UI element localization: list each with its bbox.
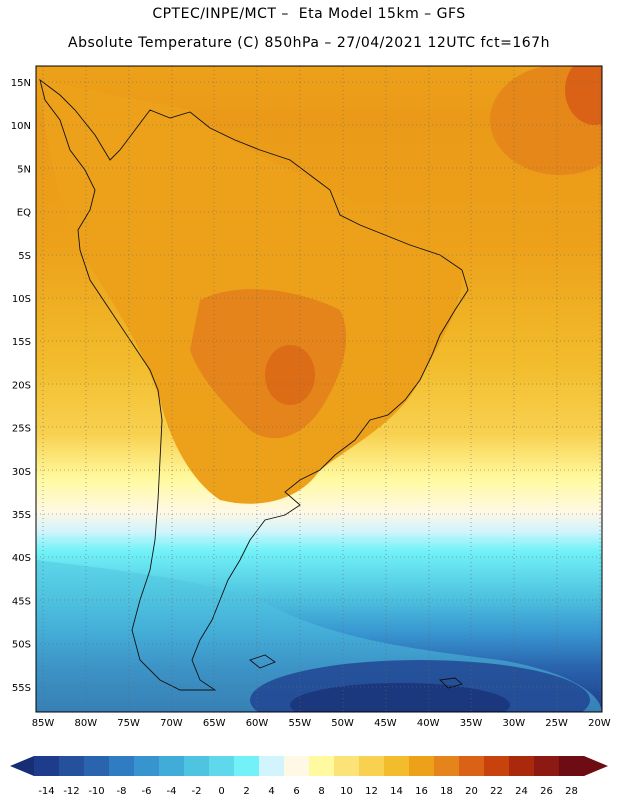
lat-label: 10S bbox=[12, 294, 31, 305]
colorbar-cell bbox=[134, 756, 160, 776]
map-title-line1: CPTEC/INPE/MCT – Eta Model 15km – GFS bbox=[152, 6, 466, 22]
colorbar-label: 26 bbox=[540, 786, 553, 797]
colorbar-label: -14 bbox=[38, 786, 54, 797]
colorbar-cell bbox=[284, 756, 310, 776]
colorbar-cell bbox=[434, 756, 460, 776]
lat-label: 15S bbox=[12, 337, 31, 348]
colorbar-cell bbox=[234, 756, 260, 776]
lat-label: EQ bbox=[17, 208, 31, 219]
lat-label: 50S bbox=[12, 640, 31, 651]
colorbar-low-arrow bbox=[10, 756, 34, 776]
colorbar-high-arrow bbox=[584, 756, 608, 776]
colorbar-cell bbox=[509, 756, 535, 776]
colorbar-cell bbox=[309, 756, 335, 776]
lat-label: 5S bbox=[18, 251, 31, 262]
latitude-axis: 15N 10N 5N EQ 5S 10S 15S 20S 25S 30S 35S 40S 45S 50S 5… bbox=[11, 78, 31, 694]
colorbar-label: 10 bbox=[340, 786, 353, 797]
lat-label: 20S bbox=[12, 380, 31, 391]
interior-hotspot bbox=[265, 345, 315, 405]
colorbar-label: 12 bbox=[365, 786, 378, 797]
colorbar-label: 2 bbox=[243, 786, 249, 797]
lon-label: 60W bbox=[246, 718, 269, 729]
colorbar-label: -10 bbox=[88, 786, 104, 797]
colorbar-cell bbox=[359, 756, 385, 776]
colorbar-label: 22 bbox=[490, 786, 503, 797]
lon-label: 20W bbox=[588, 718, 611, 729]
colorbar-label: -8 bbox=[117, 786, 127, 797]
colorbar-label: 20 bbox=[465, 786, 478, 797]
colorbar-label: -6 bbox=[142, 786, 152, 797]
colorbar-label: 18 bbox=[440, 786, 453, 797]
colorbar-cell bbox=[159, 756, 185, 776]
colorbar-label: -4 bbox=[167, 786, 177, 797]
lon-label: 50W bbox=[331, 718, 354, 729]
lon-label: 80W bbox=[74, 718, 97, 729]
lat-label: 55S bbox=[12, 683, 31, 694]
lat-label: 15N bbox=[11, 78, 31, 89]
colorbar-cell bbox=[259, 756, 285, 776]
lat-label: 35S bbox=[12, 510, 31, 521]
lon-label: 85W bbox=[32, 718, 55, 729]
lat-label: 10N bbox=[11, 121, 31, 132]
lat-label: 45S bbox=[12, 596, 31, 607]
colorbar-cell bbox=[184, 756, 210, 776]
map-frame bbox=[35, 65, 603, 713]
colorbar-cell bbox=[334, 756, 360, 776]
colorbar-cell bbox=[34, 756, 60, 776]
colorbar-cell bbox=[384, 756, 410, 776]
lon-label: 30W bbox=[502, 718, 525, 729]
map-title-line2: Absolute Temperature (C) 850hPa – 27/04/… bbox=[68, 35, 550, 51]
lon-label: 35W bbox=[460, 718, 483, 729]
hot-zone-northeast bbox=[565, 66, 602, 125]
colorbar-label: 4 bbox=[268, 786, 274, 797]
colorbar-label: 24 bbox=[515, 786, 528, 797]
colorbar-label: 14 bbox=[390, 786, 403, 797]
lon-label: 70W bbox=[160, 718, 183, 729]
colorbar-cell bbox=[109, 756, 135, 776]
colorbar-label: -12 bbox=[63, 786, 79, 797]
colorbar-cell bbox=[484, 756, 510, 776]
colorbar-cell bbox=[409, 756, 435, 776]
coastlines bbox=[39, 78, 469, 691]
colorbar-cell bbox=[84, 756, 110, 776]
colorbar-label: 6 bbox=[293, 786, 299, 797]
colorbar: -14 -12 -10 -8 -6 -4 -2 0 2 4 6 8 10 12 14 16 18 20 22 24 26… bbox=[10, 756, 608, 797]
lat-label: 5N bbox=[17, 164, 31, 175]
colorbar-cell bbox=[559, 756, 585, 776]
lat-label: 30S bbox=[12, 467, 31, 478]
colorbar-cell bbox=[459, 756, 485, 776]
colorbar-label: 16 bbox=[415, 786, 428, 797]
colorbar-label: 28 bbox=[565, 786, 578, 797]
lon-label: 40W bbox=[417, 718, 440, 729]
colorbar-label: 8 bbox=[318, 786, 324, 797]
longitude-axis: 85W 80W 75W 70W 65W 60W 55W 50W 45W 40W 35W 30W 25W 2… bbox=[32, 718, 611, 729]
lat-label: 40S bbox=[12, 553, 31, 564]
colorbar-cell bbox=[59, 756, 85, 776]
colorbar-cell bbox=[534, 756, 560, 776]
cold-core-deep bbox=[290, 683, 510, 712]
lon-label: 65W bbox=[203, 718, 226, 729]
colorbar-label: -2 bbox=[192, 786, 202, 797]
colorbar-cell bbox=[209, 756, 235, 776]
lon-label: 45W bbox=[374, 718, 397, 729]
colorbar-label: 0 bbox=[218, 786, 224, 797]
lon-label: 25W bbox=[545, 718, 568, 729]
lat-label: 25S bbox=[12, 424, 31, 435]
lon-label: 75W bbox=[117, 718, 140, 729]
lon-label: 55W bbox=[288, 718, 311, 729]
